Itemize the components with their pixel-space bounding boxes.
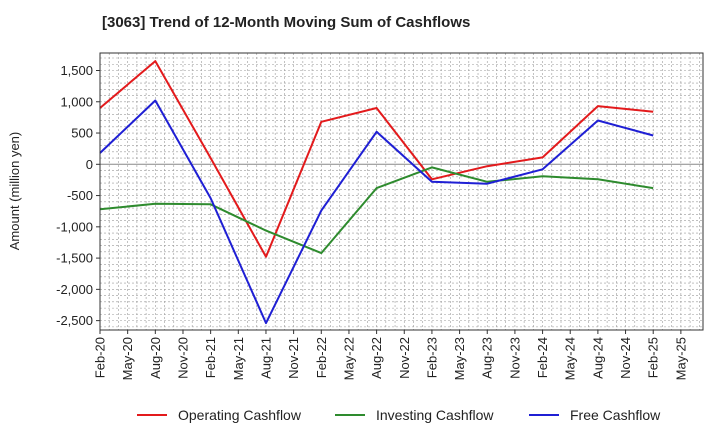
legend: Operating Cashflow Investing Cashflow Free… [137, 407, 661, 423]
plot-area [100, 53, 703, 330]
series-line-3 [99, 99, 654, 325]
x-tick-label: May-24 [563, 337, 578, 380]
x-tick-label: May-25 [673, 337, 688, 380]
x-tick-label: Feb-23 [424, 337, 439, 378]
x-tick-label: Aug-23 [480, 337, 495, 379]
x-tick-label: Feb-20 [93, 337, 108, 378]
legend-label: Investing Cashflow [376, 407, 494, 423]
x-tick-label: Nov-23 [507, 337, 522, 379]
legend-label: Free Cashflow [570, 407, 661, 423]
y-tick-label: 500 [71, 126, 93, 141]
x-tick-label: Aug-21 [258, 337, 273, 379]
y-axis-ticks: 1,500 1,000 500 0 -500 -1,000 -1,500 -2,000 -2,5… [56, 63, 100, 328]
y-axis-label: Amount (million yen) [7, 132, 22, 251]
x-tick-label: Feb-21 [203, 337, 218, 378]
series-line-1 [99, 60, 654, 258]
x-tick-label: Nov-21 [286, 337, 301, 379]
series-line-2 [99, 166, 654, 255]
series-lines [99, 60, 654, 325]
x-tick-label: Aug-24 [590, 337, 605, 379]
x-tick-label: May-21 [231, 337, 246, 380]
y-tick-label: -1,500 [56, 251, 93, 266]
x-tick-label: May-22 [341, 337, 356, 380]
plot-border [99, 52, 704, 331]
x-tick-label: Feb-25 [646, 337, 661, 378]
y-tick-label: -500 [67, 188, 93, 203]
x-tick-label: Nov-20 [175, 337, 190, 379]
x-tick-label: Nov-24 [618, 337, 633, 379]
y-tick-label: -2,000 [56, 282, 93, 297]
x-tick-label: Aug-20 [148, 337, 163, 379]
y-tick-label: -1,000 [56, 219, 93, 234]
x-tick-label: May-20 [120, 337, 135, 380]
x-tick-label: Nov-22 [397, 337, 412, 379]
y-tick-label: -2,500 [56, 313, 93, 328]
chart-title: [3063] Trend of 12-Month Moving Sum of C… [102, 14, 471, 31]
y-tick-label: 1,500 [60, 63, 93, 78]
y-tick-label: 0 [86, 157, 93, 172]
x-axis-ticks: Feb-20 May-20 Aug-20 Nov-20 Feb-21 May-21 Aug-… [93, 330, 688, 380]
y-tick-label: 1,000 [60, 94, 93, 109]
x-tick-label: Aug-22 [369, 337, 384, 379]
x-tick-label: Feb-24 [535, 337, 550, 378]
x-tick-label: Feb-22 [314, 337, 329, 378]
legend-label: Operating Cashflow [178, 407, 302, 423]
grid-lines [100, 53, 703, 330]
x-tick-label: May-23 [452, 337, 467, 380]
